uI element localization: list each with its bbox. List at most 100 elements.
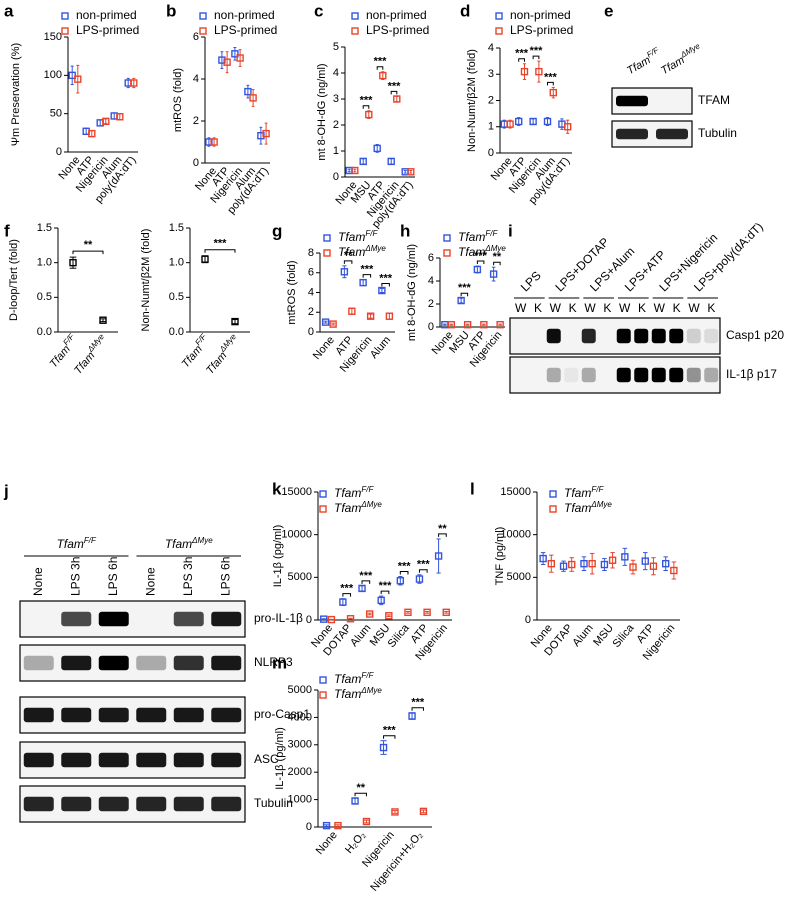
sig-bracket (72, 250, 104, 255)
legend-marker (549, 505, 557, 513)
x-tick-label-base: Tfam (48, 343, 73, 370)
group-label-base: Tfam (165, 537, 192, 551)
group-label: TfamF/F (57, 536, 97, 552)
panel-label: m (272, 653, 287, 672)
blot-frame (19, 741, 246, 779)
y-tick-label: 10000 (281, 529, 312, 541)
y-axis-label: IL-1β (pg/ml) (272, 525, 284, 588)
sig-label: *** (474, 250, 488, 262)
blot-band (211, 796, 242, 812)
mean-marker (641, 557, 649, 565)
x-tick-label: Alum (368, 334, 393, 361)
band-label: TFAM (698, 93, 730, 107)
legend-label: TfamF/F (334, 485, 374, 501)
mean-marker (116, 113, 124, 121)
panel-label: l (470, 479, 475, 498)
legend-label: TfamΔMye (334, 500, 382, 516)
blot-band (136, 796, 167, 812)
legend-label-sup: ΔMye (360, 500, 382, 509)
legend-label-base: Tfam (458, 245, 485, 259)
legend-label-base: LPS-primed (510, 23, 573, 37)
legend-label-base: LPS-primed (76, 23, 139, 37)
mean-marker (385, 612, 393, 620)
group-label-sup: ΔMye (191, 536, 213, 545)
blot-band (61, 796, 92, 812)
mean-marker (223, 58, 231, 66)
sublane-label: W (584, 301, 596, 315)
mean-marker (257, 131, 265, 140)
sig-bracket (380, 590, 390, 595)
blot-band (669, 328, 684, 344)
blot-band (211, 752, 242, 768)
x-tick-label: Alum (570, 622, 595, 649)
mean-marker (366, 312, 375, 320)
mean-marker (407, 168, 415, 176)
sig-bracket (362, 274, 372, 278)
mean-marker (480, 321, 488, 329)
blot-band (61, 655, 92, 671)
y-tick-label: 2000 (288, 766, 312, 778)
sig-bracket (518, 58, 525, 62)
mean-marker (408, 712, 416, 720)
y-tick-label: 1.5 (37, 222, 52, 234)
x-tick-label-base: None (314, 829, 340, 857)
sig-bracket (343, 260, 353, 264)
mean-marker (327, 615, 336, 624)
legend-marker (323, 234, 331, 242)
y-axis-label: mt 8-OH-dG (ng/ml) (406, 244, 418, 341)
legend-marker (351, 12, 359, 20)
y-tick-label: 0 (333, 171, 339, 183)
y-tick-label: 6 (308, 267, 314, 279)
lane-label: LPS+Nigericin (656, 230, 720, 294)
legend-marker (495, 12, 503, 20)
blot-band (136, 707, 167, 723)
y-tick-label: 5000 (507, 571, 531, 583)
sublane-label: K (638, 301, 646, 315)
mean-marker (236, 54, 244, 62)
blot-band (23, 707, 54, 723)
lane-label: LPS 3h (68, 557, 82, 596)
blot-band (616, 367, 631, 383)
y-tick-label: 6 (428, 252, 434, 264)
panel-label: h (400, 221, 410, 240)
group-label-base: Tfam (57, 537, 84, 551)
legend-label-sup: ΔMye (590, 500, 612, 509)
mean-marker (662, 559, 670, 568)
y-tick-label: 100 (44, 69, 62, 81)
sig-label: *** (544, 71, 558, 83)
band-label: NLRP3 (254, 655, 293, 669)
sig-bracket (399, 570, 409, 575)
blot-band (173, 611, 204, 627)
sig-bracket (342, 593, 352, 597)
mean-marker (329, 320, 337, 328)
sig-label: ** (438, 523, 447, 535)
sig-bracket (418, 569, 428, 573)
sig-label: *** (398, 560, 412, 572)
blot-band (211, 655, 242, 671)
blot-frame (19, 644, 246, 682)
blot-band (581, 367, 596, 383)
sig-label: *** (515, 48, 529, 60)
y-tick-label: 4 (308, 286, 314, 298)
mean-marker (334, 821, 342, 830)
mean-marker (385, 312, 394, 320)
legend-label-sup: ΔMye (484, 244, 506, 253)
mean-marker (351, 797, 359, 805)
sig-label: ** (344, 250, 353, 262)
y-tick-label: 6 (193, 31, 199, 43)
legend-label-base: Tfam (338, 245, 365, 259)
sublane-label: W (688, 301, 700, 315)
x-tick-label: TfamΔMye (202, 332, 243, 377)
panel-label: k (272, 479, 282, 498)
mean-marker (396, 577, 405, 585)
mean-marker (535, 67, 543, 76)
mean-marker (365, 610, 374, 618)
sig-label: ** (356, 782, 365, 794)
legend-marker (319, 676, 327, 684)
y-axis-label: mt 8-OH-dG (ng/ml) (316, 63, 328, 160)
sig-label: *** (379, 580, 393, 592)
blot-band (98, 655, 129, 671)
legend-label: TfamΔMye (334, 686, 382, 702)
legend-label: non-primed (76, 8, 137, 22)
legend-label: TfamΔMye (458, 244, 506, 260)
